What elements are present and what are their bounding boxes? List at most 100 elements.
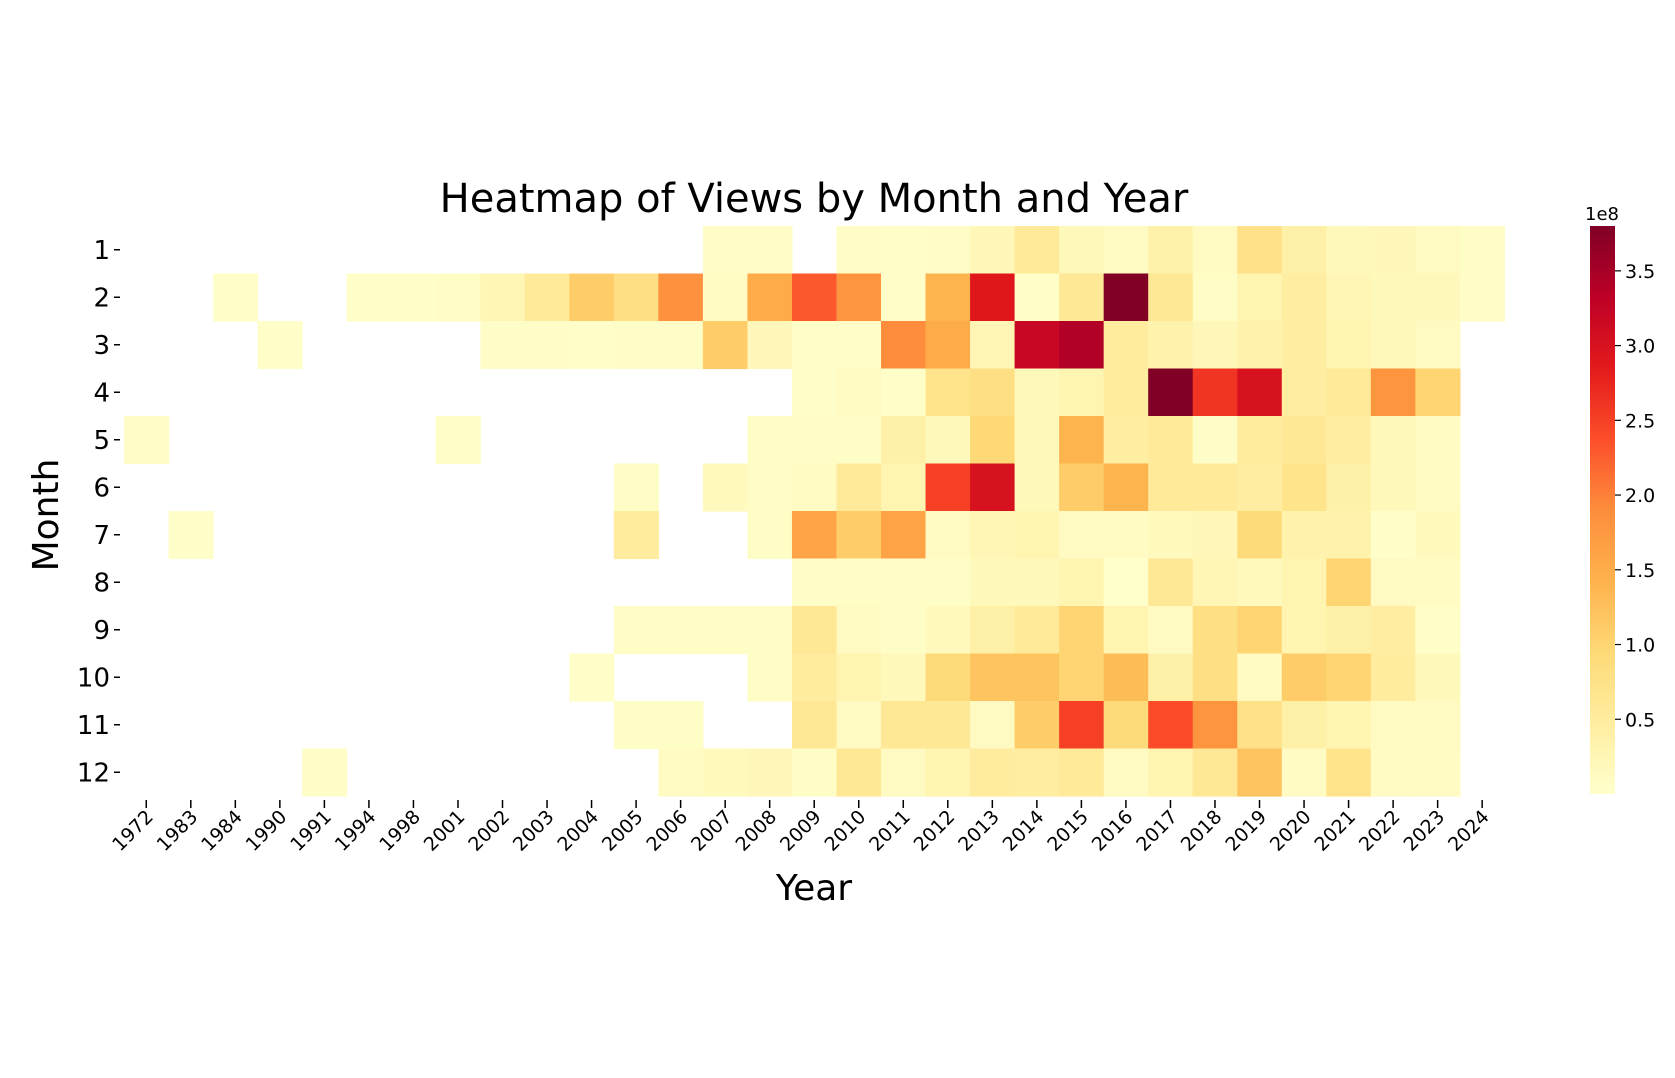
heatmap-cell [1459,226,1506,275]
heatmap-cell [1415,748,1461,797]
heatmap-cell [791,606,838,655]
heatmap-cell [1192,606,1238,655]
x-tick-label: 1998 [375,806,425,856]
y-tick-label: 8 [93,568,110,598]
heatmap-cell [925,748,971,797]
heatmap-cell [1370,273,1416,322]
heatmap-cell [1237,463,1283,512]
heatmap-cells [124,226,1506,797]
heatmap-cell [1148,558,1194,607]
heatmap-cell [970,653,1016,702]
heatmap-cell [1059,701,1105,750]
heatmap-cell [1370,748,1416,797]
heatmap-cell [1192,748,1238,797]
heatmap-cell [747,226,793,275]
heatmap-cell [925,416,971,465]
heatmap-cell [569,653,615,702]
heatmap-cell [1326,416,1372,465]
heatmap-cell [702,606,749,655]
heatmap-cell [747,653,793,702]
heatmap-cell [970,226,1016,275]
heatmap-cell [1415,368,1461,417]
heatmap-cell [1192,273,1238,322]
heatmap-cell [925,368,971,417]
heatmap-cell [836,701,882,750]
heatmap-cell [1281,321,1327,370]
colorbar-tick-label: 0.5 [1625,709,1655,731]
y-tick-label: 1 [93,236,110,266]
heatmap-cell [1281,511,1327,560]
heatmap-cell [925,606,971,655]
y-axis-label: Month [26,459,67,572]
colorbar-tick-label: 2.5 [1625,410,1655,432]
heatmap-cell [791,368,838,417]
colorbar-tick-label: 3.0 [1625,336,1655,358]
heatmap-cell [747,748,793,797]
heatmap-cell [791,416,838,465]
heatmap-cell [1103,463,1149,512]
heatmap-cell [791,701,838,750]
heatmap-cell [1415,511,1461,560]
heatmap-cell [346,273,392,322]
heatmap-cell [1326,463,1372,512]
heatmap-cell [1014,511,1060,560]
heatmap-cell [1148,368,1194,417]
heatmap-cell [836,606,882,655]
colorbar-ticks: 0.5 1.0 1.5 2.0 2.5 3.0 3.5 [1615,261,1655,731]
heatmap-cell [1192,511,1238,560]
heatmap-cell [1148,748,1194,797]
heatmap-cell [881,558,927,607]
heatmap-cell [1014,321,1060,370]
x-tick-label: 1991 [286,806,336,856]
heatmap-cell [1237,748,1283,797]
x-tick-label: 2021 [1310,806,1360,856]
heatmap-cell [613,511,659,560]
colorbar-tick-label: 3.5 [1625,261,1655,283]
colorbar-exponent-label: 1e8 [1585,204,1619,225]
heatmap-cell [970,606,1016,655]
heatmap-cell [1370,606,1416,655]
heatmap-cell [1014,273,1060,322]
heatmap-cell [1192,368,1238,417]
heatmap-cell [1148,321,1194,370]
heatmap-cell [1014,606,1060,655]
heatmap-cell [881,368,927,417]
heatmap-cell [970,416,1016,465]
heatmap-cell [925,511,971,560]
x-tick-label: 2007 [687,806,737,856]
heatmap-cell [970,511,1016,560]
heatmap-cell [925,463,971,512]
heatmap-cell [1237,701,1283,750]
heatmap-cell [881,321,927,370]
heatmap-cell [791,321,838,370]
heatmap-cell [1281,273,1327,322]
heatmap-cell [791,653,838,702]
heatmap-cell [1326,653,1372,702]
heatmap-cell [1014,748,1060,797]
heatmap-cell [1059,748,1105,797]
heatmap-cell [1059,416,1105,465]
heatmap-cell [836,748,882,797]
heatmap-cell [1148,511,1194,560]
heatmap-cell [124,416,170,465]
heatmap-cell [613,606,659,655]
heatmap-cell [925,226,971,275]
heatmap-cell [613,273,659,322]
heatmap-cell [1059,558,1105,607]
heatmap-cell [1103,273,1149,322]
heatmap-cell [791,463,838,512]
heatmap-cell [791,273,838,322]
x-tick-label: 2017 [1132,806,1182,856]
heatmap-cell [658,748,704,797]
heatmap-cell [1192,653,1238,702]
y-tick-label: 4 [93,378,110,408]
heatmap-cell [881,273,927,322]
heatmap-cell [836,558,882,607]
heatmap-cell [524,273,570,322]
heatmap-cell [391,273,437,322]
heatmap-cell [1326,321,1372,370]
heatmap-cell [1014,463,1060,512]
heatmap-cell [970,748,1016,797]
heatmap-cell [1281,416,1327,465]
